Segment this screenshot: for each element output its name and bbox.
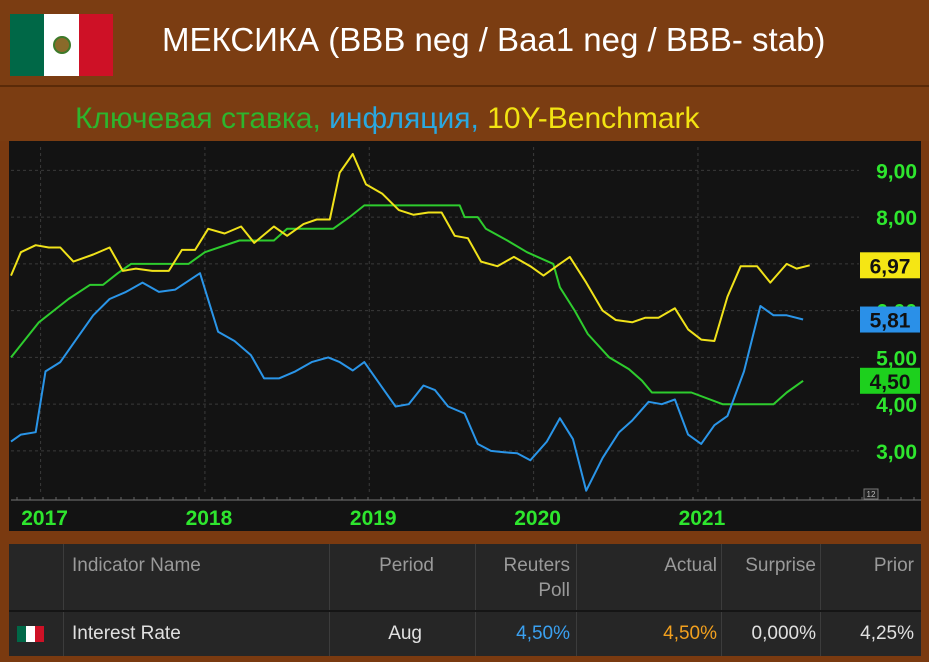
value-tag-label: 6,97 xyxy=(870,255,911,278)
mexico-flag-icon xyxy=(10,14,113,76)
subtitle-benchmark: 10Y-Benchmark xyxy=(478,102,700,135)
row-surprise: 0,000% xyxy=(751,623,816,644)
subtitle-inflation: инфляция, xyxy=(320,102,479,135)
series-line-0 xyxy=(10,204,804,406)
header-prior[interactable]: Prior xyxy=(873,555,914,576)
row-reuters-poll: 4,50% xyxy=(516,623,570,644)
corner-label-box xyxy=(863,488,879,500)
subtitle-band xyxy=(0,87,929,141)
series-line-1 xyxy=(10,272,804,492)
y-tick-label: 3,00 xyxy=(876,441,917,464)
series-line-2 xyxy=(10,153,810,342)
chart-subtitle: Ключевая ставка, инфляция, 10Y-Benchmark xyxy=(75,100,700,138)
y-tick-label: 8,00 xyxy=(876,207,917,230)
y-tick-label: 4,00 xyxy=(876,394,917,417)
row-actual: 4,50% xyxy=(663,623,717,644)
header-indicator-name[interactable]: Indicator Name xyxy=(72,555,201,576)
x-tick-label: 2020 xyxy=(514,507,561,530)
value-tag-bg xyxy=(860,367,920,394)
corner-label: 12 xyxy=(867,490,876,499)
x-tick-label: 2021 xyxy=(679,507,726,530)
header-surprise[interactable]: Surprise xyxy=(745,555,816,576)
row-period: Aug xyxy=(388,623,422,644)
y-tick-label: 5,00 xyxy=(876,347,917,370)
x-tick-label: 2019 xyxy=(350,507,397,530)
value-tag-bg xyxy=(860,306,920,333)
line-chart: 9,008,007,006,005,004,003,00201720182019… xyxy=(9,141,921,531)
indicator-table xyxy=(9,544,921,656)
subtitle-key-rate: Ключевая ставка, xyxy=(75,102,321,135)
row-prior: 4,25% xyxy=(860,623,914,644)
y-tick-label: 9,00 xyxy=(876,160,917,183)
value-tag-bg xyxy=(860,252,920,279)
row-flag-icon xyxy=(17,626,44,642)
row-indicator-name[interactable]: Interest Rate xyxy=(72,623,181,644)
x-tick-label: 2017 xyxy=(21,507,68,530)
header-period[interactable]: Period xyxy=(379,555,434,576)
header-reuters-poll-line2[interactable]: Poll xyxy=(538,580,570,601)
chart-canvas: 9,008,007,006,005,004,003,00201720182019… xyxy=(10,147,921,530)
x-tick-label: 2018 xyxy=(186,507,233,530)
page-title: МЕКСИКА (BBB neg / Baa1 neg / BBB- stab) xyxy=(162,21,826,58)
value-tag-label: 5,81 xyxy=(870,310,911,333)
header-reuters-poll-line1[interactable]: Reuters xyxy=(503,555,570,576)
title-band: МЕКСИКА (BBB neg / Baa1 neg / BBB- stab) xyxy=(0,0,929,87)
header-actual[interactable]: Actual xyxy=(664,555,717,576)
value-tag-label: 4,50 xyxy=(870,371,911,394)
